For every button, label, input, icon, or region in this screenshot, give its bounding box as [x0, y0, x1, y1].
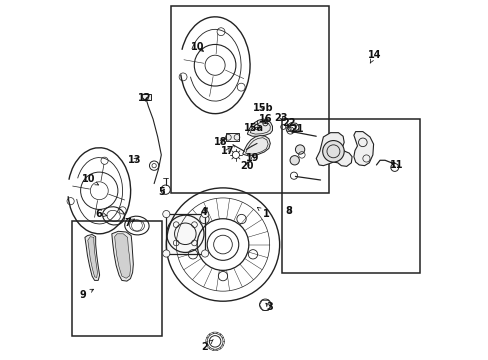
Bar	[166, 214, 204, 253]
Circle shape	[163, 250, 169, 257]
Text: 17: 17	[221, 145, 234, 156]
Polygon shape	[88, 237, 97, 278]
Bar	[171, 6, 328, 193]
Text: 15a: 15a	[243, 123, 263, 133]
Text: 23: 23	[274, 113, 287, 123]
Text: 22: 22	[282, 118, 295, 128]
Text: 11: 11	[389, 160, 403, 170]
Text: 18: 18	[214, 138, 227, 147]
Text: 12: 12	[138, 93, 151, 103]
Text: 16: 16	[259, 114, 272, 124]
Text: 10: 10	[81, 174, 99, 185]
Text: 15b: 15b	[252, 103, 272, 113]
Bar	[72, 221, 162, 336]
Text: 13: 13	[127, 155, 141, 165]
Bar	[282, 119, 419, 273]
Text: 19: 19	[245, 153, 259, 163]
Circle shape	[163, 211, 169, 218]
Text: 3: 3	[265, 302, 272, 312]
Text: 5: 5	[158, 187, 165, 197]
Text: 6: 6	[95, 209, 107, 219]
Text: 9: 9	[80, 289, 93, 300]
Circle shape	[201, 211, 208, 218]
Text: 1: 1	[257, 207, 269, 219]
Polygon shape	[247, 119, 272, 136]
Text: 10: 10	[191, 42, 204, 51]
Polygon shape	[112, 231, 133, 281]
Bar	[225, 134, 239, 141]
Text: 14: 14	[367, 50, 380, 63]
Text: 7: 7	[124, 218, 134, 228]
Text: 4: 4	[201, 207, 207, 217]
Polygon shape	[115, 234, 130, 278]
Polygon shape	[85, 234, 100, 280]
Polygon shape	[353, 132, 373, 166]
Circle shape	[295, 145, 304, 154]
Text: 8: 8	[285, 206, 291, 216]
Circle shape	[201, 250, 208, 257]
Circle shape	[322, 140, 344, 162]
Bar	[140, 94, 150, 100]
Circle shape	[289, 156, 299, 165]
Polygon shape	[316, 133, 351, 166]
Text: 2: 2	[201, 339, 213, 352]
Polygon shape	[242, 135, 270, 156]
Text: 20: 20	[240, 161, 254, 171]
Text: 21: 21	[289, 124, 303, 134]
